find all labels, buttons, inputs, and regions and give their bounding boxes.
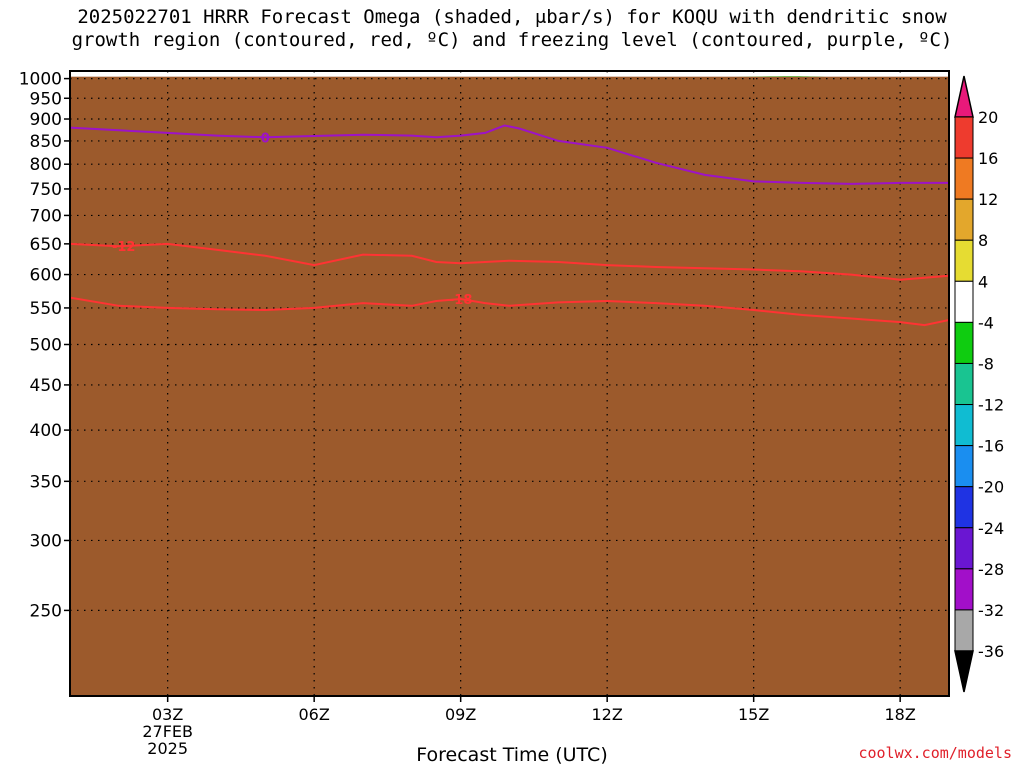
- colorbar-bin-4: [954, 239, 974, 282]
- chart-title: 2025022701 HRRR Forecast Omega (shaded, …: [71, 6, 953, 51]
- y-tick-label-5: 500: [30, 335, 62, 355]
- contour-label-2: 0: [261, 131, 270, 146]
- colorbar-bin-8: [954, 404, 974, 447]
- y-tick-label-14: 950: [30, 89, 62, 109]
- y-tick-label-13: 900: [30, 110, 62, 130]
- colorbar-bin-7: [954, 362, 974, 406]
- colorbar-bin-12: [954, 568, 974, 611]
- colorbar-bin-10: [954, 486, 974, 529]
- colorbar-label-11: -28: [978, 560, 1004, 579]
- x-tick-label-0: 03Z: [152, 705, 183, 724]
- y-tick-label-12: 850: [30, 132, 62, 152]
- colorbar-label-13: -36: [978, 642, 1004, 661]
- colorbar-bin-11: [954, 527, 974, 570]
- colorbar-label-7: -12: [978, 396, 1004, 415]
- y-tick-label-9: 700: [30, 206, 62, 226]
- colorbar-bin-1: [954, 116, 974, 159]
- colorbar: 20 16 12 8 4 -4 -8 -12 -16 -20 -24 -28 -32 -36: [954, 75, 1004, 693]
- y-tick-label-4: 450: [30, 376, 62, 396]
- colorbar-bin-5: [954, 280, 974, 323]
- x-tick-sublabel-0-1: 2025: [147, 739, 188, 758]
- colorbar-bin-6: [954, 321, 974, 364]
- contour-label-0: -18: [449, 293, 473, 308]
- contour-line-2: [70, 124, 949, 185]
- y-tick-label-15: 1000: [19, 70, 62, 90]
- y-axis: 2503003504004505005506006507007508008509…: [19, 70, 70, 621]
- y-tick-label-10: 750: [30, 180, 62, 200]
- contours: -18 -12 0: [70, 124, 949, 327]
- colorbar-bin-3: [954, 198, 974, 241]
- colorbar-bin-9: [954, 445, 974, 488]
- x-tick-sublabel-0-0: 27FEB: [142, 722, 193, 741]
- colorbar-bin-13: [954, 609, 974, 652]
- y-tick-label-7: 600: [30, 266, 62, 286]
- x-tick-label-3: 12Z: [592, 705, 623, 724]
- plot-frame: [69, 70, 950, 697]
- y-tick-label-3: 400: [30, 421, 62, 441]
- y-tick-label-0: 250: [30, 601, 62, 621]
- x-tick-label-1: 06Z: [299, 705, 330, 724]
- contour-line-1: [70, 242, 949, 281]
- colorbar-label-6: -8: [978, 354, 994, 373]
- colorbar-label-4: 4: [978, 272, 988, 291]
- x-tick-label-2: 09Z: [445, 705, 476, 724]
- contour-line-0: [70, 296, 949, 327]
- ground-layer: [70, 76, 949, 696]
- y-tick-label-6: 550: [30, 299, 62, 319]
- colorbar-label-9: -20: [978, 478, 1004, 497]
- contour-label-1: -12: [112, 240, 136, 255]
- colorbar-label-0: 20: [978, 108, 998, 127]
- colorbar-label-10: -24: [978, 519, 1004, 538]
- y-tick-label-1: 300: [30, 531, 62, 551]
- ground-bar: [70, 76, 949, 696]
- colorbar-label-3: 8: [978, 231, 988, 250]
- colorbar-bin-2: [954, 157, 974, 200]
- x-tick-label-5: 18Z: [885, 705, 916, 724]
- y-tick-label-11: 800: [30, 155, 62, 175]
- colorbar-label-8: -16: [978, 437, 1004, 456]
- y-tick-label-2: 350: [30, 472, 62, 492]
- colorbar-label-5: -4: [978, 313, 994, 332]
- x-tick-label-4: 15Z: [738, 705, 769, 724]
- colorbar-label-2: 12: [978, 190, 998, 209]
- x-axis-title: Forecast Time (UTC): [416, 744, 608, 766]
- y-tick-label-8: 650: [30, 235, 62, 255]
- watermark: coolwx.com/models: [858, 744, 1012, 762]
- colorbar-bottom-arrow: [954, 650, 974, 693]
- colorbar-label-12: -32: [978, 601, 1004, 620]
- colorbar-top-arrow: [954, 75, 974, 118]
- colorbar-label-1: 16: [978, 149, 998, 168]
